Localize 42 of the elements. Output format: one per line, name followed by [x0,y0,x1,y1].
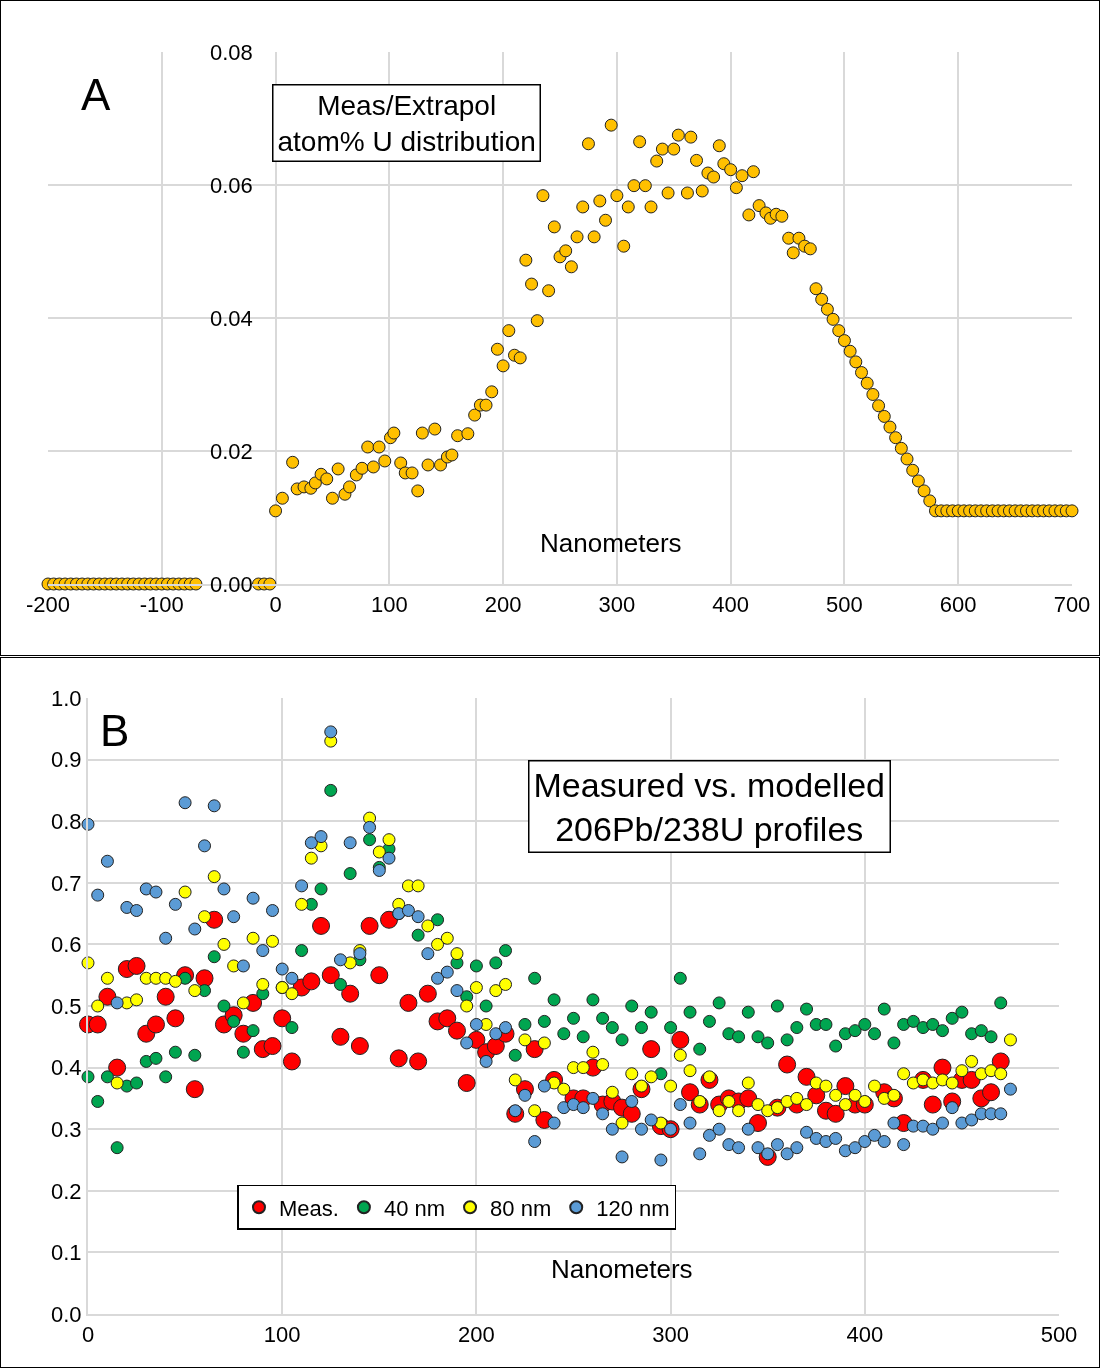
legend-label: Meas. [278,1195,339,1221]
y-tick-label: 0.5 [51,993,82,1019]
y-tick-label: 0.08 [209,39,253,65]
text: Meas/Extrapol atom% U distribution [277,89,536,157]
x-tick-label: 0 [269,592,282,618]
y-tick-label: 0.6 [51,932,82,958]
x-tick-label: 400 [846,1322,884,1348]
x-tick-label: -200 [25,592,71,618]
y-tick-label: 1.0 [51,685,82,711]
legend-label: 40 nm [383,1195,446,1221]
y-tick-label: 0.7 [51,870,82,896]
y-tick-label: 0.2 [51,1178,82,1204]
x-tick-label: 100 [263,1322,301,1348]
x-tick-label: 200 [484,592,522,618]
x-tick-label: 0 [81,1322,95,1348]
x-tick-label: 700 [1053,592,1091,618]
annotation: B [100,706,130,755]
y-tick-label: 0.06 [209,172,253,198]
y-tick-label: 0.0 [51,1301,82,1327]
y-tick-label: 0.1 [51,1240,82,1266]
y-tick-label: 0.00 [209,571,253,597]
y-tick-label: 0.8 [51,808,82,834]
legend-label: 80 nm [490,1195,552,1221]
x-axis-title: Nanometers [551,1254,693,1284]
x-tick-label: 400 [712,592,750,618]
y-tick-label: 0.3 [51,1116,82,1142]
annotation: A [81,70,111,119]
x-axis-title: Nanometers [540,528,682,558]
y-tick-label: 0.04 [209,305,253,331]
y-tick-label: 0.9 [51,747,82,773]
y-tick-label: 0.02 [209,438,253,464]
legend-label: 120 nm [596,1195,670,1221]
x-tick-label: 100 [370,592,408,618]
x-tick-label: -100 [139,592,184,618]
x-tick-label: 300 [652,1322,689,1348]
x-tick-label: 500 [1040,1322,1078,1348]
x-tick-label: 600 [939,592,977,618]
x-tick-label: 500 [826,592,863,618]
y-tick-label: 0.4 [51,1055,82,1081]
text: Measured vs. modelled 206Pb/238U profiles [533,765,886,848]
x-tick-label: 200 [458,1322,495,1348]
x-tick-label: 300 [598,592,636,618]
